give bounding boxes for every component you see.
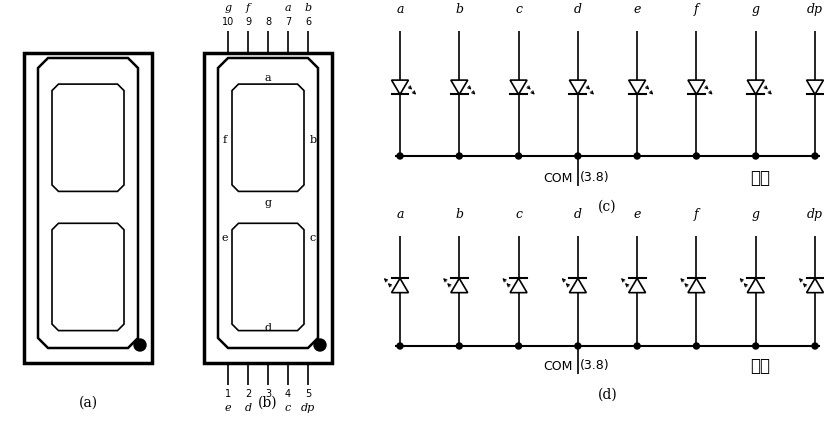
Text: g: g <box>751 208 760 221</box>
Text: f: f <box>694 3 699 16</box>
Circle shape <box>397 343 403 349</box>
Text: (3.8): (3.8) <box>580 360 610 373</box>
Text: 共阴: 共阴 <box>750 169 770 187</box>
Text: (a): (a) <box>78 396 97 410</box>
Circle shape <box>752 153 759 159</box>
Bar <box>204 53 332 363</box>
Text: d: d <box>245 403 251 413</box>
Circle shape <box>812 153 818 159</box>
Circle shape <box>516 153 522 159</box>
Text: b: b <box>310 135 316 145</box>
Text: dp: dp <box>301 403 315 413</box>
Text: d: d <box>265 323 271 333</box>
Text: b: b <box>456 208 463 221</box>
Circle shape <box>575 343 581 349</box>
Text: a: a <box>396 3 404 16</box>
Text: c: c <box>515 208 522 221</box>
Text: (c): (c) <box>598 200 617 214</box>
Circle shape <box>634 153 640 159</box>
Circle shape <box>314 339 326 351</box>
Text: dp: dp <box>807 3 823 16</box>
Text: f: f <box>246 3 250 13</box>
Text: 2: 2 <box>245 389 251 399</box>
Text: e: e <box>222 233 228 243</box>
Text: 6: 6 <box>305 17 311 27</box>
Text: 5: 5 <box>305 389 311 399</box>
Circle shape <box>634 343 640 349</box>
Circle shape <box>516 343 522 349</box>
Text: (3.8): (3.8) <box>580 171 610 184</box>
Text: c: c <box>515 3 522 16</box>
Text: d: d <box>574 208 582 221</box>
Text: a: a <box>284 3 292 13</box>
Circle shape <box>456 153 462 159</box>
Text: (d): (d) <box>597 388 617 402</box>
Circle shape <box>397 153 403 159</box>
Circle shape <box>456 343 462 349</box>
Text: g: g <box>224 3 232 13</box>
Text: 9: 9 <box>245 17 251 27</box>
Text: b: b <box>304 3 311 13</box>
Bar <box>24 53 152 363</box>
Circle shape <box>752 343 759 349</box>
Text: g: g <box>751 3 760 16</box>
Text: COM: COM <box>544 171 573 184</box>
Text: (b): (b) <box>258 396 278 410</box>
Text: b: b <box>456 3 463 16</box>
Circle shape <box>694 153 700 159</box>
Text: 8: 8 <box>265 17 271 27</box>
Circle shape <box>694 343 700 349</box>
Circle shape <box>575 153 581 159</box>
Circle shape <box>134 339 146 351</box>
Text: d: d <box>574 3 582 16</box>
Text: a: a <box>265 73 271 83</box>
Text: 1: 1 <box>225 389 231 399</box>
Text: a: a <box>396 208 404 221</box>
Text: f: f <box>694 208 699 221</box>
Text: c: c <box>285 403 291 413</box>
Text: 7: 7 <box>285 17 291 27</box>
Text: 共阳: 共阳 <box>750 357 770 375</box>
Text: COM: COM <box>544 360 573 373</box>
Text: e: e <box>225 403 232 413</box>
Text: g: g <box>265 198 271 208</box>
Text: e: e <box>634 208 641 221</box>
Text: c: c <box>310 233 316 243</box>
Text: dp: dp <box>807 208 823 221</box>
Text: f: f <box>223 135 227 145</box>
Circle shape <box>812 343 818 349</box>
Text: 10: 10 <box>222 17 234 27</box>
Text: 3: 3 <box>265 389 271 399</box>
Text: e: e <box>634 3 641 16</box>
Text: 4: 4 <box>285 389 291 399</box>
